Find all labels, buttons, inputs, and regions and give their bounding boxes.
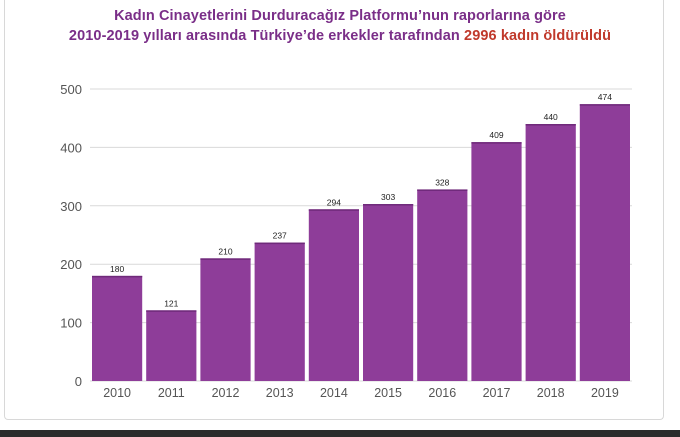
y-tick-label: 400 (60, 140, 82, 155)
bar-top-edge (254, 242, 305, 245)
bar-top-edge (471, 142, 522, 144)
bar-top-edge (308, 209, 359, 211)
x-tick-label: 2016 (428, 386, 456, 400)
data-label: 440 (544, 112, 558, 122)
bar-2012 (200, 258, 251, 381)
bar-top-edge (579, 104, 630, 106)
data-label: 409 (489, 130, 503, 140)
chart-title-line-1: Kadın Cinayetlerini Durduracağız Platfor… (114, 8, 566, 24)
data-label: 474 (598, 92, 612, 102)
bar-2015 (363, 204, 414, 381)
y-tick-label: 0 (75, 374, 82, 389)
bar-2019 (579, 104, 630, 382)
data-label: 180 (110, 264, 124, 274)
x-tick-label: 2014 (320, 386, 348, 400)
x-tick-label: 2011 (158, 386, 185, 400)
title-highlight: 2996 kadın öldürüldü (464, 28, 612, 44)
bottom-edge-bar (0, 430, 680, 437)
data-label: 210 (218, 246, 232, 256)
y-tick-label: 500 (60, 82, 82, 97)
y-tick-label: 300 (60, 199, 82, 214)
data-label: 294 (327, 197, 341, 207)
x-tick-label: 2019 (591, 386, 619, 400)
x-tick-label: 2018 (537, 386, 565, 400)
chart-title-line-2: 2010-2019 yılları arasında Türkiye’de er… (0, 28, 680, 44)
bar-top-edge (146, 310, 197, 312)
title-line-2-text: 2010-2019 yılları arasında Türkiye’de er… (68, 28, 460, 44)
bar-2011 (146, 310, 197, 381)
x-tick-label: 2012 (212, 386, 240, 400)
data-label: 328 (435, 177, 449, 187)
bar-2014 (308, 209, 359, 381)
x-tick-label: 2015 (374, 386, 402, 400)
bar-top-edge (363, 204, 414, 206)
x-tick-label: 2010 (103, 386, 131, 400)
bar-top-edge (417, 189, 468, 191)
bar-2010 (92, 275, 143, 381)
bar-2016 (417, 189, 468, 381)
x-tick-label: 2017 (483, 386, 511, 400)
data-label: 121 (164, 298, 178, 308)
data-label: 237 (273, 231, 287, 241)
bar-top-edge (200, 258, 251, 260)
bar-top-edge (92, 275, 143, 278)
y-tick-label: 100 (60, 316, 82, 331)
bar-2018 (525, 124, 576, 381)
bar-2013 (254, 242, 305, 381)
bar-2017 (471, 142, 522, 381)
y-tick-label: 200 (60, 257, 82, 272)
x-tick-label: 2013 (266, 386, 294, 400)
bar-top-edge (525, 124, 576, 126)
data-label: 303 (381, 192, 395, 202)
